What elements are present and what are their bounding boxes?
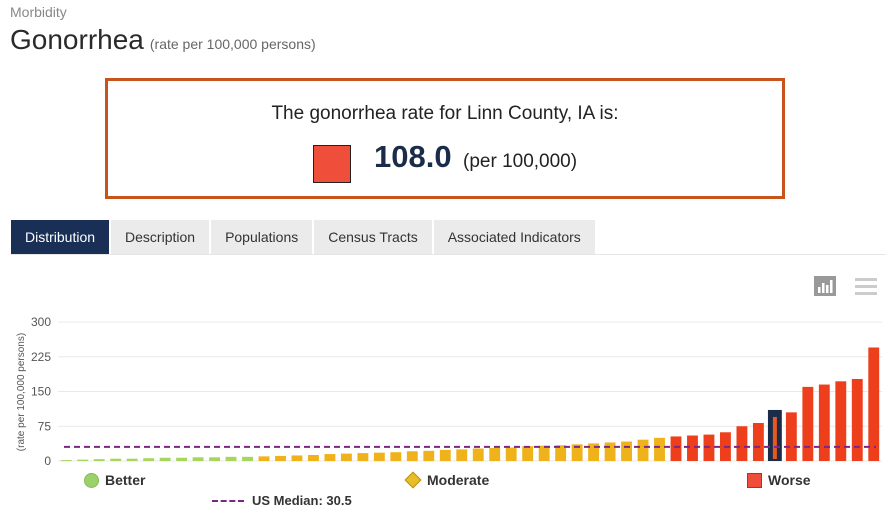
data-bar[interactable] <box>538 445 550 461</box>
y-tick-label: 300 <box>31 315 51 329</box>
data-bar[interactable] <box>439 449 451 461</box>
y-tick-label: 150 <box>31 385 51 399</box>
title-text: Gonorrhea <box>10 24 144 55</box>
data-bar[interactable] <box>654 437 665 461</box>
data-bar[interactable] <box>291 455 303 461</box>
legend-worse[interactable]: Worse <box>747 472 811 488</box>
data-bar[interactable] <box>110 458 122 461</box>
data-bar[interactable] <box>472 448 484 461</box>
tab-associated-indicators[interactable]: Associated Indicators <box>433 220 595 254</box>
data-bar[interactable] <box>242 456 253 461</box>
rate-summary-box: The gonorrhea rate for Linn County, IA i… <box>105 78 785 199</box>
rate-summary-text: The gonorrhea rate for Linn County, IA i… <box>271 103 619 124</box>
data-bar[interactable] <box>736 426 748 461</box>
data-bar[interactable] <box>456 449 468 461</box>
data-bar[interactable] <box>835 381 847 461</box>
tab-divider <box>11 254 886 255</box>
data-bar[interactable] <box>373 452 385 461</box>
data-bar[interactable] <box>308 454 319 461</box>
data-bar[interactable] <box>868 347 880 461</box>
data-bar[interactable] <box>209 457 220 461</box>
data-bar[interactable] <box>505 447 517 461</box>
legend-better-label: Better <box>105 472 146 488</box>
legend-better[interactable]: Better <box>84 472 145 488</box>
y-tick-label: 225 <box>31 350 51 364</box>
tab-description[interactable]: Description <box>111 220 210 254</box>
bar-chart-icon[interactable] <box>814 276 836 296</box>
legend-moderate-label: Moderate <box>427 472 490 488</box>
distribution-chart: (rate per 100,000 persons) 0 75 150 225 300 <box>16 315 882 468</box>
data-bar[interactable] <box>785 412 797 461</box>
rate-unit: (per 100,000) <box>463 151 578 172</box>
data-bar[interactable] <box>143 458 155 461</box>
data-bar[interactable] <box>126 458 138 461</box>
data-bar[interactable] <box>159 457 171 461</box>
data-bar[interactable] <box>357 453 369 461</box>
page-category: Morbidity <box>10 4 67 20</box>
data-bar[interactable] <box>60 460 72 462</box>
legend-median: US Median: 30.5 <box>212 493 352 508</box>
data-bar[interactable] <box>258 456 270 461</box>
y-tick-label: 0 <box>44 454 51 468</box>
data-bar[interactable] <box>77 459 89 461</box>
tab-bar: Distribution Description Populations Cen… <box>11 220 597 254</box>
data-bar[interactable] <box>818 384 830 461</box>
moderate-diamond-icon <box>404 471 422 489</box>
data-bar[interactable] <box>555 445 567 461</box>
data-bar[interactable] <box>275 455 286 461</box>
data-bar[interactable] <box>406 451 418 461</box>
data-bar[interactable] <box>225 456 237 461</box>
tab-census-tracts[interactable]: Census Tracts <box>314 220 432 254</box>
data-bar[interactable] <box>192 457 204 461</box>
dashed-line-icon <box>212 499 244 502</box>
legend-worse-label: Worse <box>768 472 811 488</box>
data-bar[interactable] <box>637 439 649 461</box>
data-bar[interactable] <box>802 386 814 461</box>
y-tick-label: 75 <box>38 419 52 433</box>
page-title: Gonorrhea (rate per 100,000 persons) <box>10 24 316 56</box>
data-bar[interactable] <box>390 452 402 461</box>
data-bar[interactable] <box>340 453 352 461</box>
data-bar[interactable] <box>522 446 534 461</box>
data-bar[interactable] <box>588 443 600 461</box>
hamburger-menu-icon[interactable] <box>855 276 877 296</box>
data-bar[interactable] <box>489 448 501 461</box>
title-subtitle: (rate per 100,000 persons) <box>149 36 316 52</box>
data-bar[interactable] <box>851 378 863 461</box>
data-bar[interactable] <box>604 442 616 461</box>
y-axis-label: (rate per 100,000 persons) <box>16 333 27 451</box>
data-bar[interactable] <box>687 435 698 461</box>
rate-value: 108.0 <box>374 139 452 174</box>
data-bar[interactable] <box>324 454 336 461</box>
tab-populations[interactable]: Populations <box>211 220 313 254</box>
tab-distribution[interactable]: Distribution <box>11 220 110 254</box>
data-bar[interactable] <box>571 444 583 461</box>
rate-color-swatch <box>313 145 351 183</box>
highlighted-bar[interactable] <box>772 416 777 459</box>
worse-square-icon <box>747 472 762 488</box>
better-dot-icon <box>84 472 99 488</box>
data-bar[interactable] <box>176 457 188 461</box>
legend-median-label: US Median: 30.5 <box>252 493 352 508</box>
data-bar[interactable] <box>752 423 764 461</box>
legend-moderate[interactable]: Moderate <box>404 471 490 489</box>
data-bar[interactable] <box>621 441 632 461</box>
data-bar[interactable] <box>670 436 682 461</box>
data-bar[interactable] <box>423 450 435 461</box>
data-bar[interactable] <box>93 459 105 461</box>
